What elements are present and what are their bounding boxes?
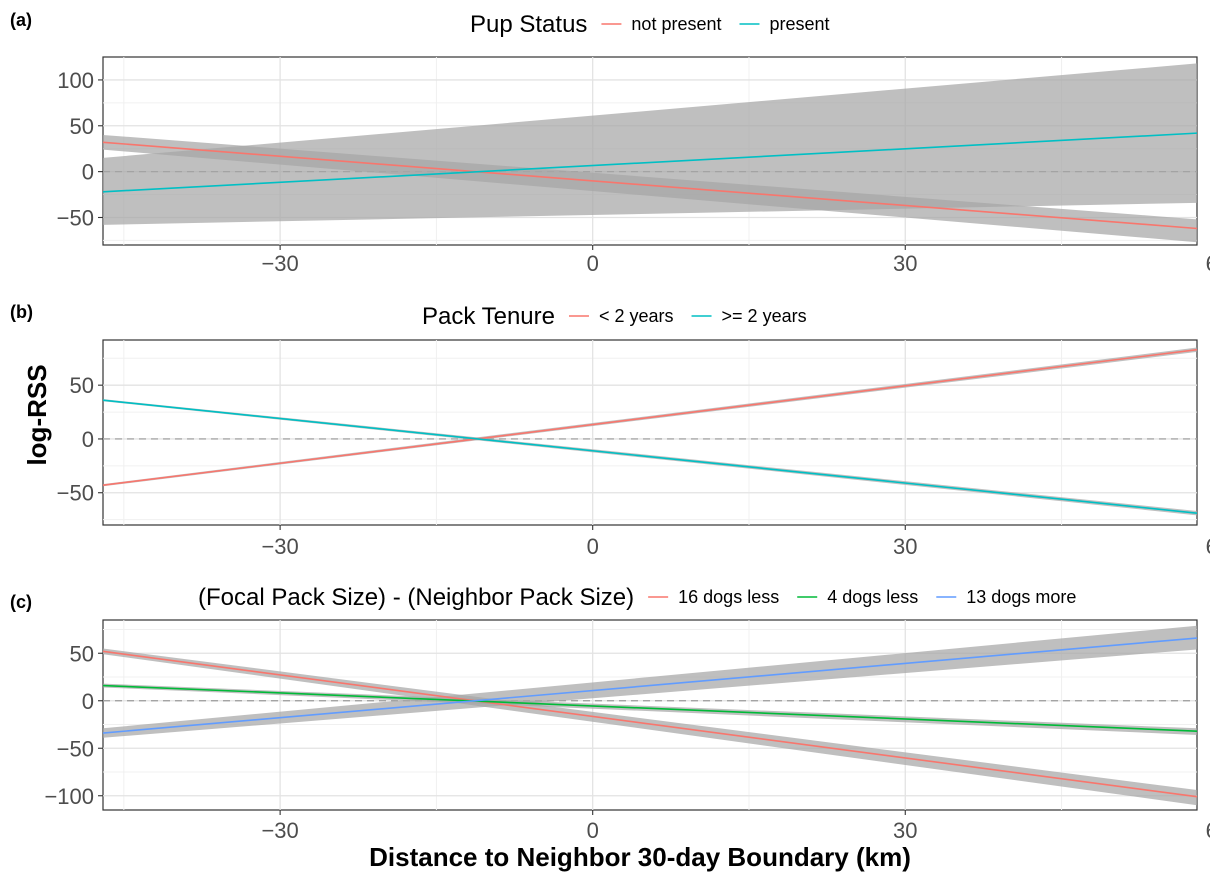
legend-label-1: >= 2 years	[722, 306, 807, 326]
x-tick-label: 60	[1206, 251, 1210, 276]
legend-label-1: 4 dogs less	[827, 587, 918, 607]
ci-ribbon-1	[103, 63, 1197, 225]
y-tick-label: 0	[82, 427, 94, 452]
panel-b: −50 0 50 −30 0 30 60 (b) Pack Tenure < 2 years >= …	[10, 302, 1210, 559]
series-line-0	[102, 650, 1198, 798]
legend-title: Pack Tenure	[422, 303, 555, 330]
panel-label: (b)	[10, 302, 33, 322]
x-tick-label: −30	[261, 251, 298, 276]
y-tick-label: −50	[57, 736, 94, 761]
legend: (Focal Pack Size) - (Neighbor Pack Size)…	[198, 584, 1076, 611]
panel-label: (c)	[10, 592, 32, 612]
x-tick-label: 30	[893, 534, 917, 559]
y-tick-label: 50	[70, 373, 94, 398]
x-tick-label: −30	[261, 818, 298, 843]
y-tick-label: 0	[82, 160, 94, 185]
x-tick-label: 60	[1206, 818, 1210, 843]
y-tick-label: 100	[57, 68, 94, 93]
x-tick-label: −30	[261, 534, 298, 559]
x-tick-label: 0	[587, 251, 599, 276]
series-line-0	[102, 348, 1198, 486]
panel-c: −100 −50 0 50 −30 0 30 60 (c) (Focal Pack Size) -…	[10, 584, 1210, 843]
x-tick-label: 0	[587, 534, 599, 559]
legend: Pup Status not present present	[470, 11, 830, 38]
series-line-1	[102, 399, 1198, 514]
y-tick-label: −50	[57, 205, 94, 230]
legend-label-0: not present	[631, 14, 721, 34]
x-tick-label: 0	[587, 818, 599, 843]
series-line-0	[102, 141, 1198, 230]
legend-label-1: present	[769, 14, 829, 34]
legend-title: (Focal Pack Size) - (Neighbor Pack Size)	[198, 584, 634, 611]
y-tick-label: −100	[44, 784, 94, 809]
y-tick-label: 50	[70, 114, 94, 139]
panel-label: (a)	[10, 10, 32, 30]
y-tick-label: 50	[70, 641, 94, 666]
y-tick-label: −50	[57, 481, 94, 506]
legend-label-0: 16 dogs less	[678, 587, 779, 607]
x-tick-label: 30	[893, 818, 917, 843]
legend: Pack Tenure < 2 years >= 2 years	[422, 303, 807, 330]
x-axis-title: Distance to Neighbor 30-day Boundary (km…	[369, 842, 911, 872]
y-axis-title: log-RSS	[22, 364, 52, 465]
legend-title: Pup Status	[470, 11, 587, 38]
panel-a: −50 0 50 100 −30 0 30 60 (a) Pup Status not presen…	[10, 10, 1210, 276]
series-line-1	[102, 684, 1198, 732]
series-line-2	[102, 637, 1198, 734]
y-tick-label: 0	[82, 689, 94, 714]
x-tick-label: 30	[893, 251, 917, 276]
legend-label-2: 13 dogs more	[966, 587, 1076, 607]
legend-label-0: < 2 years	[599, 306, 674, 326]
x-tick-label: 60	[1206, 534, 1210, 559]
series-line-1	[102, 132, 1198, 193]
